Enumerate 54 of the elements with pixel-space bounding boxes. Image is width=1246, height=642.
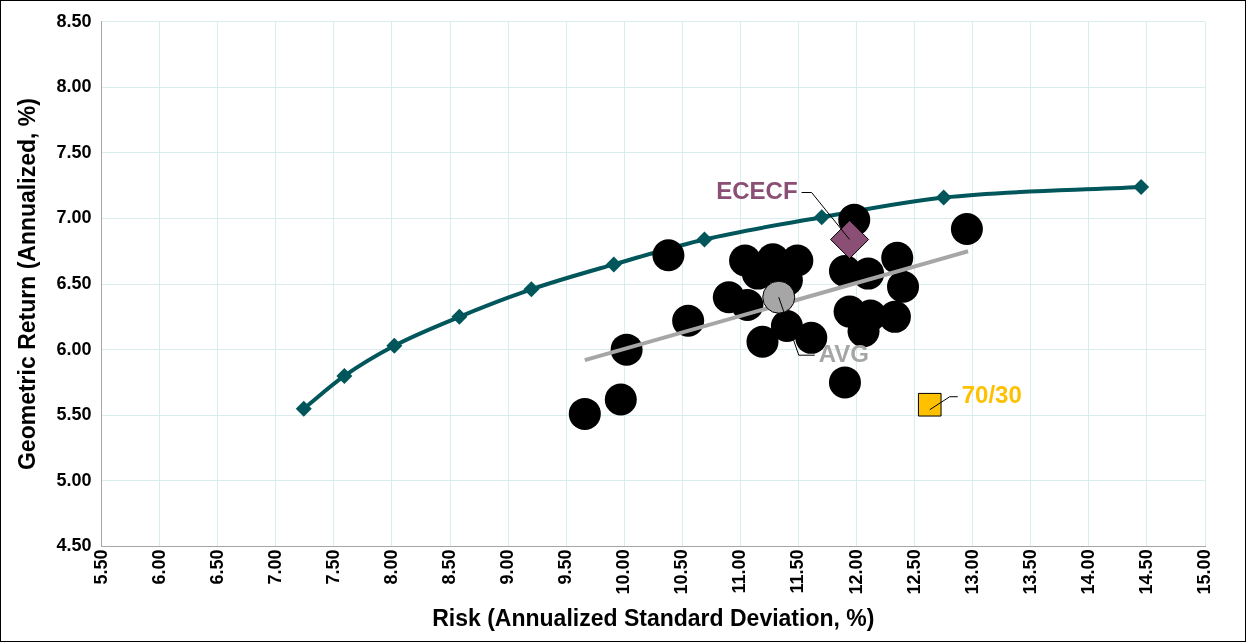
x-tick-label: 12.50 bbox=[903, 549, 924, 595]
point bbox=[746, 325, 779, 358]
point bbox=[887, 270, 920, 303]
point bbox=[652, 239, 685, 272]
x-tick-label: 7.00 bbox=[264, 549, 285, 585]
point bbox=[523, 281, 540, 298]
x-tick-label: 15.00 bbox=[1193, 549, 1214, 595]
legend-label: 70/30 bbox=[961, 381, 1022, 409]
x-tick-label: 12.00 bbox=[845, 549, 866, 595]
point bbox=[762, 280, 796, 314]
y-tick-label: 7.00 bbox=[56, 207, 92, 228]
x-tick-label: 8.00 bbox=[380, 549, 401, 585]
point bbox=[950, 213, 983, 245]
point bbox=[813, 209, 830, 226]
point bbox=[935, 189, 952, 206]
point bbox=[568, 397, 601, 430]
y-tick-label: 8.50 bbox=[56, 10, 92, 31]
point bbox=[451, 308, 468, 325]
x-tick-label: 11.50 bbox=[787, 549, 808, 594]
y-axis-title: Geometric Return (Annualized, %) bbox=[14, 98, 41, 471]
y-tick-label: 8.00 bbox=[56, 76, 92, 97]
point bbox=[828, 366, 861, 399]
y-tick-label: 4.50 bbox=[56, 535, 92, 556]
point bbox=[336, 367, 353, 384]
point bbox=[696, 231, 713, 248]
point bbox=[386, 337, 403, 354]
x-axis-title: Risk (Annualized Standard Deviation, %) bbox=[432, 604, 875, 631]
point bbox=[604, 383, 637, 416]
x-tick-label: 6.50 bbox=[206, 549, 227, 585]
x-tick-label: 13.00 bbox=[961, 549, 982, 595]
x-tick-label: 13.50 bbox=[1019, 549, 1040, 595]
point bbox=[1133, 179, 1150, 196]
x-tick-label: 10.50 bbox=[671, 549, 692, 595]
x-tick-label: 11.00 bbox=[729, 549, 750, 594]
x-tick-label: 9.50 bbox=[555, 549, 576, 585]
y-tick-label: 6.50 bbox=[56, 273, 92, 294]
point bbox=[917, 392, 942, 417]
point bbox=[605, 256, 622, 273]
x-tick-label: 8.50 bbox=[439, 549, 460, 585]
y-tick-label: 7.50 bbox=[56, 141, 92, 162]
point bbox=[830, 219, 870, 259]
x-tick-label: 6.00 bbox=[148, 549, 169, 585]
y-tick-label: 6.00 bbox=[56, 338, 92, 359]
text: ECECF bbox=[716, 177, 798, 205]
point bbox=[881, 241, 914, 274]
x-tick-label: 14.00 bbox=[1077, 549, 1098, 595]
x-tick-label: 10.00 bbox=[613, 549, 634, 595]
x-tick-label: 14.50 bbox=[1135, 549, 1156, 595]
x-tick-label: 9.00 bbox=[497, 549, 518, 585]
y-tick-label: 5.00 bbox=[56, 469, 92, 490]
y-tick-label: 5.50 bbox=[56, 404, 92, 425]
series-label: AVG bbox=[818, 339, 869, 367]
point bbox=[295, 400, 312, 417]
x-tick-label: 7.50 bbox=[322, 549, 343, 585]
